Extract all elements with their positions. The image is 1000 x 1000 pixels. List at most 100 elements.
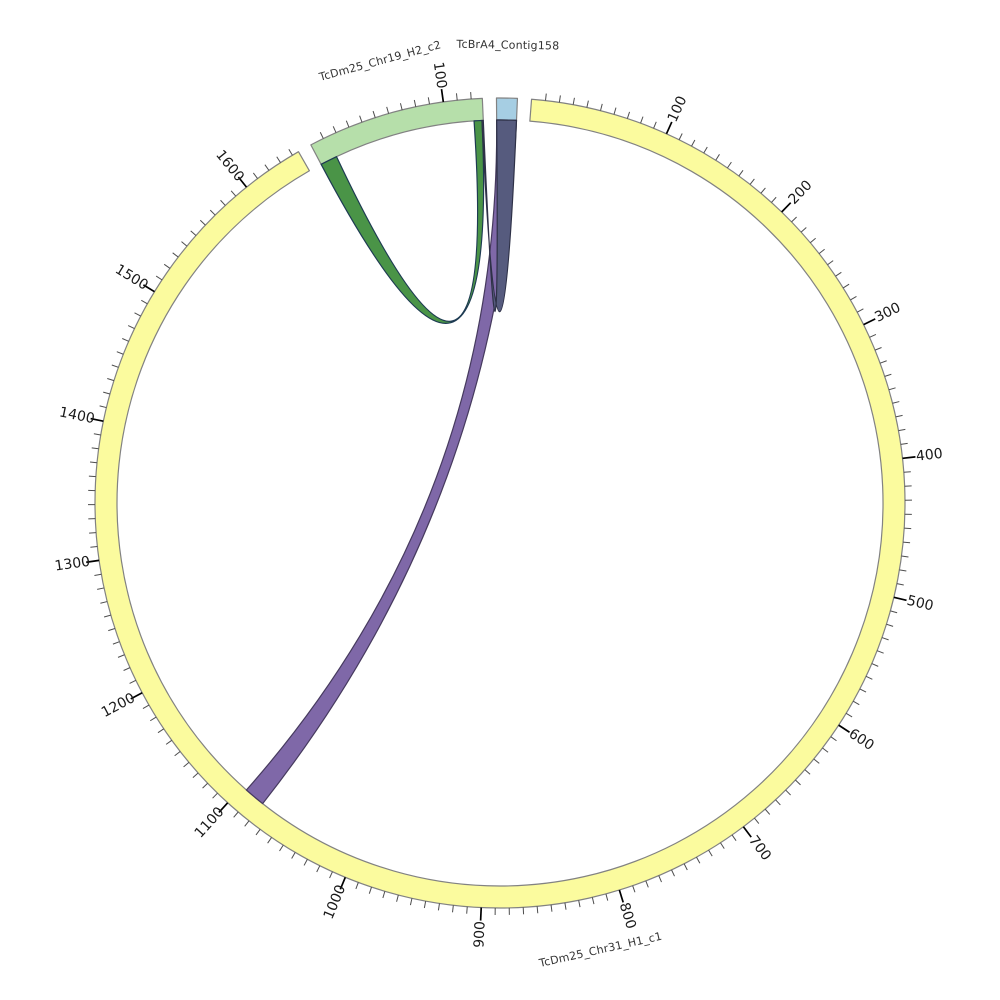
major-tick: [130, 692, 143, 700]
minor-tick: [455, 93, 458, 101]
minor-tick: [413, 99, 417, 107]
major-tick: [863, 318, 876, 326]
link-contig158-to-chr31: [245, 119, 518, 805]
minor-tick: [142, 704, 150, 709]
minor-tick: [345, 120, 350, 128]
minor-tick: [764, 808, 771, 815]
minor-tick: [881, 637, 889, 641]
tick-label: 1600: [212, 147, 247, 185]
minor-tick: [332, 126, 337, 133]
minor-tick: [899, 569, 907, 572]
minor-tick: [890, 610, 898, 614]
minor-tick: [183, 761, 190, 768]
minor-tick: [190, 230, 197, 236]
minor-tick: [141, 299, 148, 305]
minor-tick: [276, 156, 281, 163]
segment-name-label: TcDm25_Chr31_H1_c1: [537, 930, 663, 971]
minor-tick: [775, 799, 781, 806]
minor-tick: [901, 555, 909, 558]
tick-label: 900: [471, 921, 488, 948]
tick-label: 1000: [321, 883, 349, 922]
minor-tick: [749, 178, 755, 185]
minor-tick: [613, 107, 617, 115]
segment-name-label: TcBrA4_Contig158: [455, 38, 559, 53]
minor-tick: [220, 199, 226, 206]
minor-tick: [399, 103, 403, 111]
minor-tick: [842, 283, 850, 289]
minor-tick: [103, 614, 111, 618]
minor-tick: [884, 373, 892, 377]
major-tick: [665, 121, 673, 135]
minor-tick: [303, 859, 308, 866]
minor-tick: [209, 209, 216, 216]
minor-tick: [372, 110, 376, 118]
minor-tick: [91, 447, 99, 450]
link-chr19-self-loop: [320, 119, 485, 324]
segment-arc-TcDm25_Chr19_H2_c2: [310, 97, 484, 165]
minor-tick: [818, 248, 825, 254]
minor-tick: [856, 308, 864, 313]
minor-tick: [107, 378, 115, 382]
major-tick: [237, 176, 248, 188]
minor-tick: [264, 164, 270, 171]
major-tick: [142, 284, 155, 293]
link-contig158-to-chr19-end: [481, 119, 518, 312]
minor-tick: [876, 650, 884, 654]
minor-tick: [452, 905, 454, 913]
minor-tick: [93, 433, 101, 436]
minor-tick: [731, 834, 737, 841]
minor-tick: [100, 601, 108, 604]
minor-tick: [626, 111, 631, 119]
minor-tick: [578, 900, 581, 908]
minor-tick: [874, 347, 882, 351]
minor-tick: [903, 541, 911, 544]
minor-tick: [89, 461, 98, 464]
minor-tick: [355, 882, 359, 890]
minor-tick: [252, 172, 258, 179]
minor-tick: [586, 100, 589, 108]
minor-tick: [895, 414, 903, 418]
minor-tick: [319, 132, 324, 139]
segment-arc-TcBrA4_Contig158: [495, 97, 519, 121]
minor-tick: [600, 103, 603, 111]
minor-tick: [97, 587, 105, 590]
tick-label: 600: [846, 726, 877, 754]
minor-tick: [886, 623, 894, 627]
minor-tick: [316, 865, 321, 873]
major-tick: [440, 88, 445, 103]
minor-tick: [813, 758, 820, 764]
minor-tick: [727, 161, 732, 169]
minor-tick: [230, 190, 237, 197]
minor-tick: [244, 820, 250, 827]
tick-label: 1300: [54, 554, 92, 575]
major-tick: [838, 724, 850, 733]
minor-tick: [202, 782, 208, 789]
minor-tick: [827, 260, 834, 266]
major-tick: [618, 889, 625, 903]
minor-tick: [359, 115, 363, 123]
minor-tick: [558, 95, 561, 103]
minor-tick: [830, 736, 837, 742]
minor-tick: [329, 871, 333, 879]
major-tick: [893, 596, 907, 602]
tick-label: 1200: [99, 690, 138, 721]
minor-tick: [396, 894, 399, 902]
minor-tick: [174, 751, 181, 757]
major-tick: [902, 456, 916, 460]
minor-tick: [708, 849, 713, 857]
segment-arc-TcDm25_Chr31_H1_c1: [94, 98, 906, 909]
minor-tick: [564, 902, 567, 910]
minor-tick: [809, 237, 816, 244]
minor-tick: [865, 675, 873, 680]
major-tick: [218, 802, 229, 813]
minor-tick: [696, 856, 701, 864]
minor-tick: [382, 891, 386, 899]
minor-tick: [466, 906, 468, 914]
minor-tick: [108, 627, 116, 632]
minor-tick: [703, 146, 708, 154]
tick-label: 1500: [112, 261, 151, 293]
minor-tick: [900, 442, 908, 445]
major-tick: [742, 826, 752, 838]
minor-tick: [544, 93, 547, 101]
